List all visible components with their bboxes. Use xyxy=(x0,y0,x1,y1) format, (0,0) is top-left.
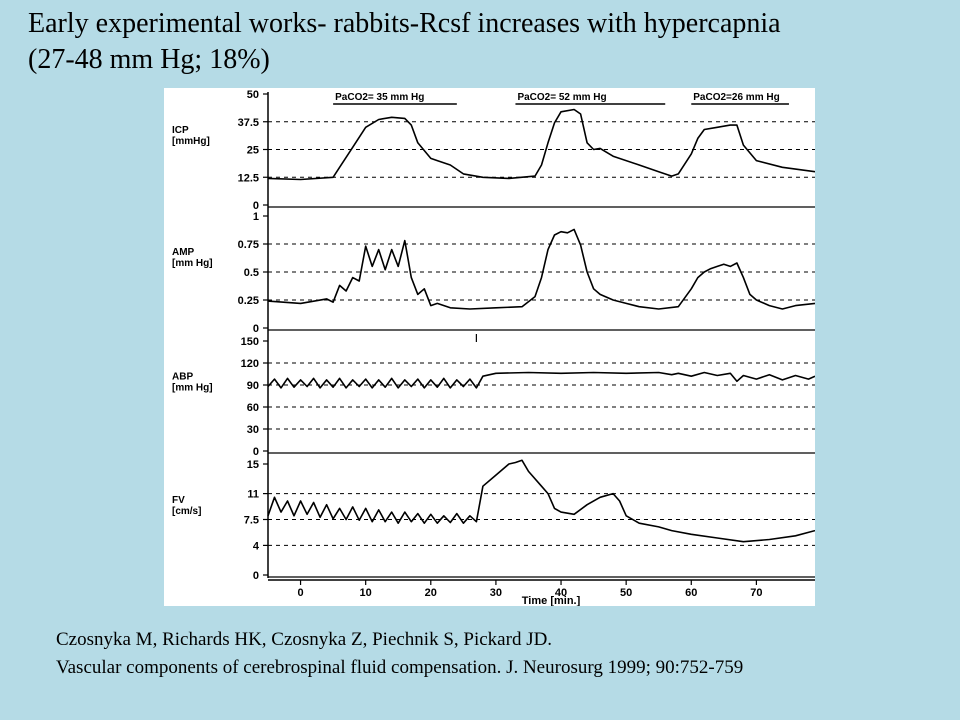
icp-tick-label: 25 xyxy=(247,145,259,157)
fv-ylabel-line-2: [cm/s] xyxy=(172,506,201,517)
abp-trace xyxy=(267,371,815,389)
x-tick-label: 20 xyxy=(425,587,437,599)
icp-ylabel-line-2: [mmHg] xyxy=(172,136,210,147)
x-tick-label: 60 xyxy=(685,587,697,599)
x-tick-label: 50 xyxy=(620,587,632,599)
fv-tick-label: 4 xyxy=(253,540,260,552)
x-tick-label: 70 xyxy=(750,587,762,599)
abp-ylabel-line-2: [mm Hg] xyxy=(172,383,213,394)
icp-tick-label: 37.5 xyxy=(238,117,259,129)
citation-line-1: Czosnyka M, Richards HK, Czosnyka Z, Pie… xyxy=(56,629,553,650)
abp-ylabel-line-1: ABP xyxy=(172,372,193,383)
amp-tick-label: 0 xyxy=(253,323,259,335)
icp-ylabel-line-1: ICP xyxy=(172,125,189,136)
multi-panel-chart: 012.52537.550ICP[mmHg]00.250.50.751AMP[m… xyxy=(172,89,815,606)
title-line-2: (27-48 mm Hg; 18%) xyxy=(28,44,270,75)
fv-ylabel-line-1: FV xyxy=(172,495,185,506)
amp-ylabel-line-2: [mm Hg] xyxy=(172,258,213,269)
amp-trace xyxy=(267,228,815,310)
amp-ylabel-line-1: AMP xyxy=(172,247,195,258)
title-line-1: Early experimental works- rabbits-Rcsf i… xyxy=(28,8,781,39)
amp-tick-label: 0.75 xyxy=(238,239,259,251)
fv-tick-label: 0 xyxy=(253,570,259,582)
paco2-annotation-1: PaCO2= 35 mm Hg xyxy=(335,92,424,103)
icp-trace xyxy=(267,108,815,181)
paco2-annotation-2: PaCO2= 52 mm Hg xyxy=(517,92,606,103)
fv-trace xyxy=(267,459,815,543)
paco2-annotation-3: PaCO2=26 mm Hg xyxy=(693,92,779,103)
x-tick-label: 30 xyxy=(490,587,502,599)
fv-tick-label: 11 xyxy=(247,489,259,501)
amp-tick-label: 0.5 xyxy=(244,267,259,279)
abp-tick-label: 150 xyxy=(241,336,259,348)
x-tick-label: 10 xyxy=(360,587,372,599)
abp-tick-label: 0 xyxy=(253,446,259,458)
amp-tick-label: 0.25 xyxy=(238,295,259,307)
abp-tick-label: 60 xyxy=(247,402,259,414)
fv-tick-label: 15 xyxy=(247,459,259,471)
abp-tick-label: 120 xyxy=(241,358,259,370)
amp-tick-label: 1 xyxy=(253,211,259,223)
fv-tick-label: 7.5 xyxy=(244,515,259,527)
icp-tick-label: 50 xyxy=(247,89,259,101)
citation: Czosnyka M, Richards HK, Czosnyka Z, Pie… xyxy=(56,626,936,682)
icp-tick-label: 12.5 xyxy=(238,172,259,184)
slide-title: Early experimental works- rabbits-Rcsf i… xyxy=(28,6,938,78)
abp-tick-label: 90 xyxy=(247,380,259,392)
citation-line-2: Vascular components of cerebrospinal flu… xyxy=(56,657,744,678)
x-tick-label: 40 xyxy=(555,587,567,599)
chart-figure: 0 12.5 25 37.5 50 ICP [mmHg] 0 0.25 0.5 0.75 1 AMP [m… xyxy=(164,88,815,606)
abp-tick-label: 30 xyxy=(247,424,259,436)
x-axis-label: Time [min.] xyxy=(522,595,581,606)
icp-tick-label: 0 xyxy=(253,200,259,212)
x-tick-label: 0 xyxy=(297,587,303,599)
